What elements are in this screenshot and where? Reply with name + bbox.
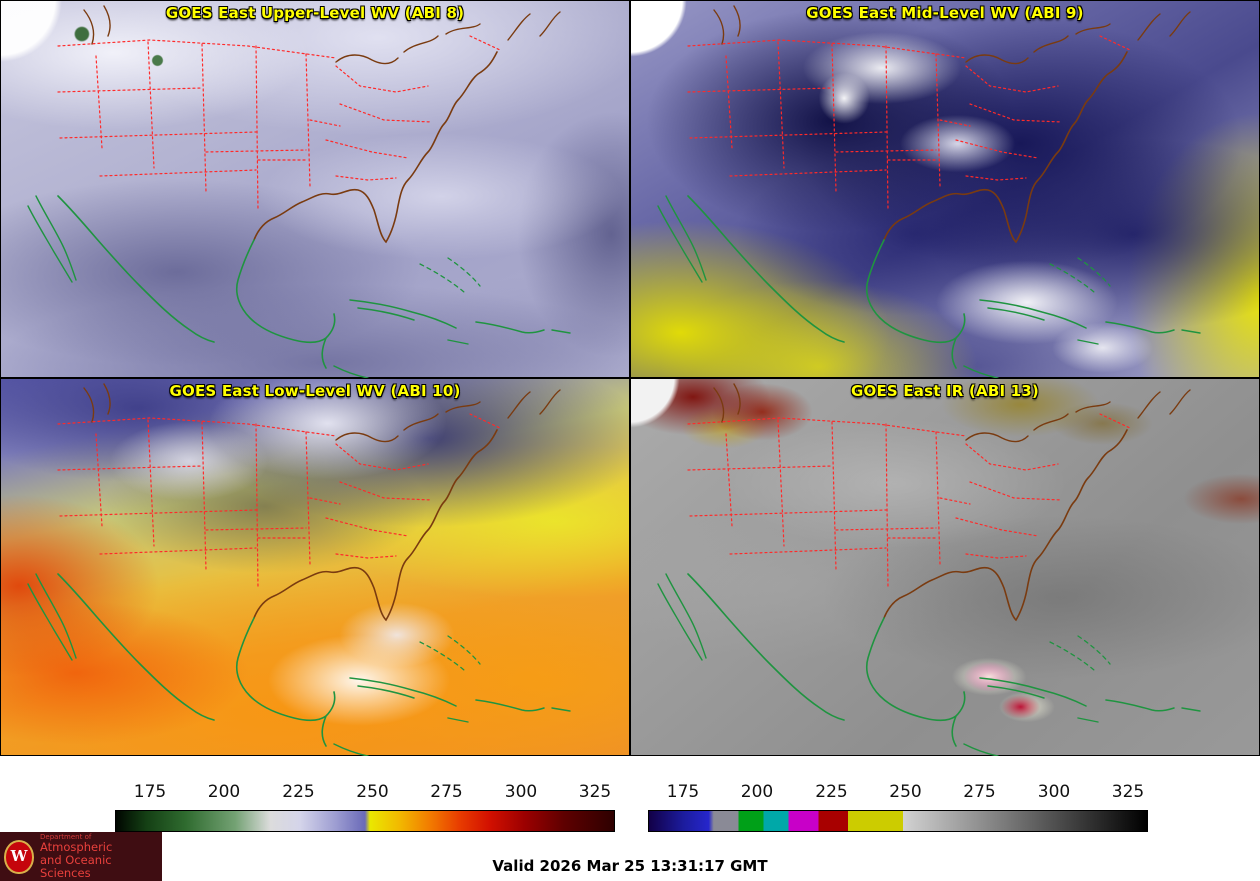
colorbar-tick: 325 — [578, 782, 612, 802]
panel-mid-level-wv-abi9: GOES East Mid-Level WV (ABI 9) — [630, 0, 1260, 378]
panel-title-abi10: GOES East Low-Level WV (ABI 10) — [169, 382, 461, 400]
colorbar-tick: 300 — [504, 782, 538, 802]
ir-colorbar-ticks: 175 200 225 250 275 300 325 — [648, 782, 1148, 810]
uw-crest-icon: W — [4, 839, 34, 874]
panel-low-level-wv-abi10: GOES East Low-Level WV (ABI 10) — [0, 378, 630, 756]
logo-oceanic-sciences: and Oceanic Sciences — [40, 853, 112, 880]
panel-title-abi8: GOES East Upper-Level WV (ABI 8) — [165, 4, 465, 22]
logo-atmospheric: Atmospheric — [40, 840, 113, 855]
colorbar-tick: 175 — [666, 782, 700, 802]
colorbar-tick: 275 — [963, 782, 996, 802]
colorbar-tick: 325 — [1111, 782, 1145, 802]
logo-text: Department of Atmospheric and Oceanic Sc… — [40, 832, 162, 880]
panel-ir-abi13: GOES East IR (ABI 13) — [630, 378, 1260, 756]
quad-panel-grid: GOES East Upper-Level WV (ABI 8) GOES Ea… — [0, 0, 1260, 756]
uw-aos-logo: W Department of Atmospheric and Oceanic … — [0, 832, 162, 881]
panel-upper-level-wv-abi8: GOES East Upper-Level WV (ABI 8) — [0, 0, 630, 378]
wv-colorbar-ticks: 175 200 225 250 275 300 325 — [115, 782, 615, 810]
colorbar-tick: 200 — [740, 782, 774, 802]
valid-time-label: Valid 2026 Mar 25 13:31:17 GMT — [492, 857, 768, 875]
colorbar-tick: 175 — [133, 782, 167, 802]
colorbar-tick: 275 — [430, 782, 463, 802]
map-overlay — [27, 383, 571, 756]
map-overlay — [657, 5, 1201, 378]
colorbar-tick: 225 — [815, 782, 848, 802]
wv-colorbar-gradient — [115, 810, 615, 832]
map-overlay — [657, 383, 1201, 756]
colorbar-footer-region: 175 200 225 250 275 300 325 175 200 225 … — [0, 756, 1260, 881]
colorbar-tick: 250 — [889, 782, 922, 802]
map-overlay — [27, 5, 571, 378]
colorbar-tick: 300 — [1037, 782, 1071, 802]
wv-colorbar-group: 175 200 225 250 275 300 325 — [115, 782, 615, 832]
colorbar-tick: 200 — [207, 782, 241, 802]
ir-colorbar-gradient — [648, 810, 1148, 832]
panel-title-abi9: GOES East Mid-Level WV (ABI 9) — [806, 4, 1084, 22]
colorbar-tick: 250 — [356, 782, 389, 802]
colorbar-tick: 225 — [282, 782, 315, 802]
panel-title-abi13: GOES East IR (ABI 13) — [850, 382, 1039, 400]
logo-department-of: Department of — [40, 832, 92, 841]
ir-colorbar-group: 175 200 225 250 275 300 325 — [648, 782, 1148, 832]
